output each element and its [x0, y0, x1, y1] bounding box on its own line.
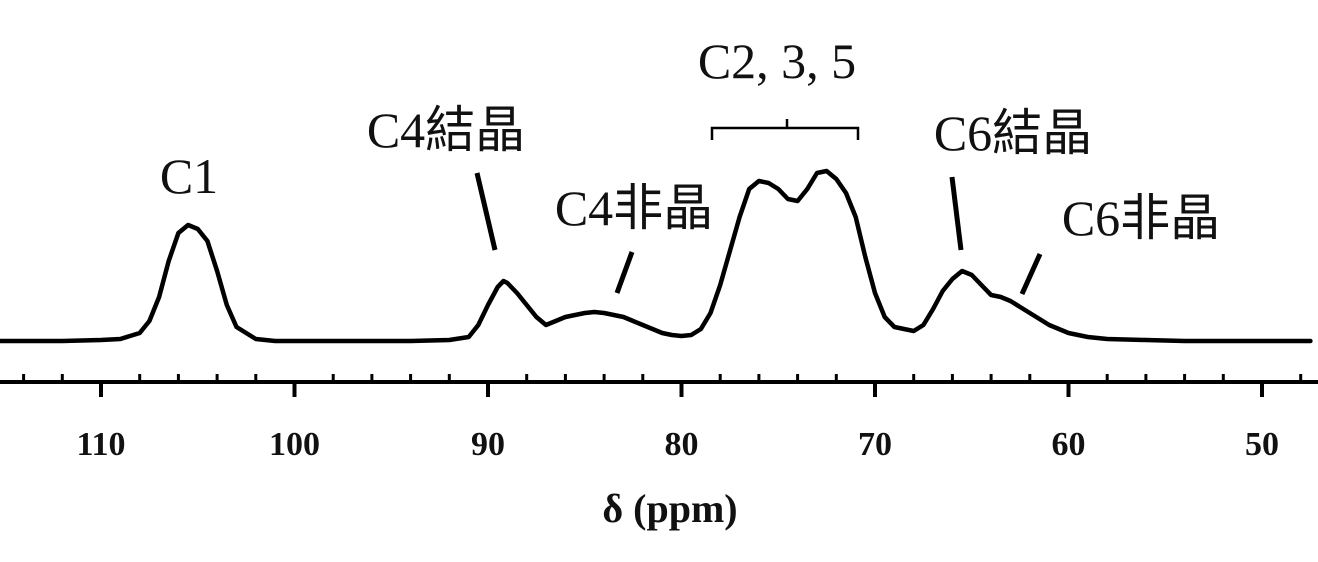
annotation-c4-amorphous: C4非晶 [555, 180, 713, 236]
annotation-c4-amorphous-leader [614, 251, 635, 294]
x-tick-label: 60 [1052, 426, 1086, 463]
x-tick-label: 110 [76, 426, 125, 463]
spectrum-line [0, 168, 1313, 344]
annotation-c235: C2, 3, 5 [698, 33, 856, 89]
x-tick-label: 50 [1245, 426, 1279, 463]
annotation-c6-amorphous: C6非晶 [1062, 190, 1220, 246]
x-axis-ticks [22, 374, 1303, 397]
annotation-c235-bracket [710, 119, 860, 140]
annotation-c6-crystalline-leader [949, 176, 964, 251]
x-axis-tick-labels: 110 100 90 80 70 60 50 [76, 426, 1279, 463]
annotation-c4-crystalline: C4結晶 [367, 102, 525, 158]
x-tick-label: 70 [858, 426, 892, 463]
annotation-c4-crystalline-leader [474, 172, 498, 251]
x-tick-label: 90 [471, 426, 505, 463]
annotation-c6-amorphous-leader [1019, 252, 1043, 296]
x-tick-label: 80 [665, 426, 699, 463]
annotation-c6-crystalline: C6結晶 [934, 105, 1092, 161]
annotation-c1: C1 [160, 148, 218, 204]
x-axis-title: δ (ppm) [602, 486, 737, 531]
x-tick-label: 100 [269, 426, 320, 463]
